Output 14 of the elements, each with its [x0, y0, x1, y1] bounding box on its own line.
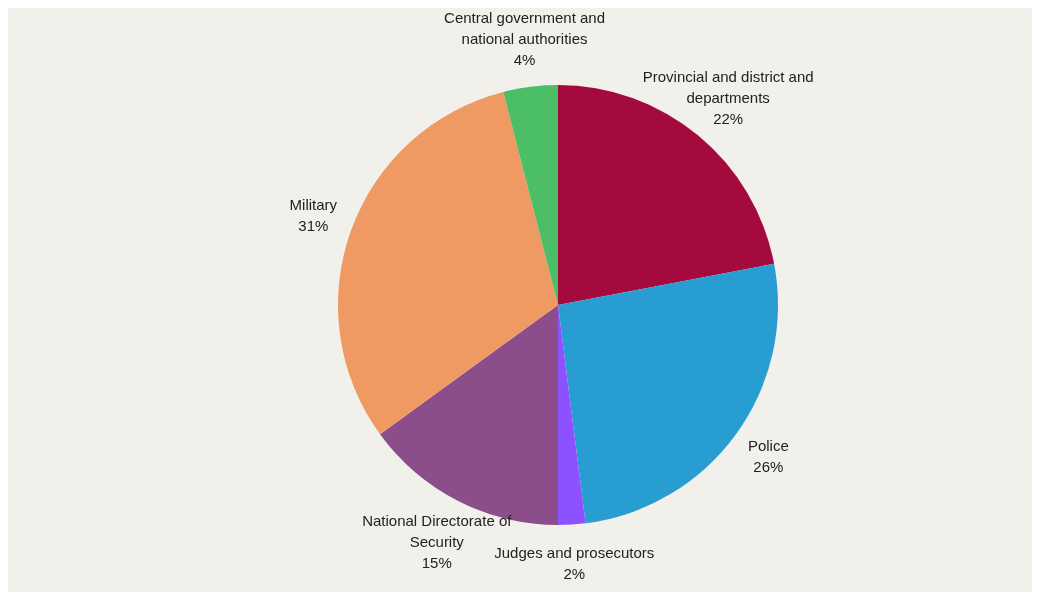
data-label: 15% [421, 553, 452, 571]
slice-label: Police [747, 437, 789, 455]
data-label: 4% [513, 51, 536, 69]
slice-label: Judges and prosecutors [494, 543, 655, 561]
data-label: 2% [563, 564, 586, 582]
slice-label: Central government and national authorities [444, 9, 605, 48]
data-label: 22% [713, 110, 744, 128]
pie-slice [558, 85, 775, 305]
slice-label: Military [289, 196, 338, 214]
slice-label: Provincial and district and departments [642, 68, 814, 107]
pie-slice [338, 91, 558, 435]
data-label: 26% [753, 458, 784, 476]
pie-slice [503, 85, 558, 305]
data-label: 31% [298, 217, 329, 235]
